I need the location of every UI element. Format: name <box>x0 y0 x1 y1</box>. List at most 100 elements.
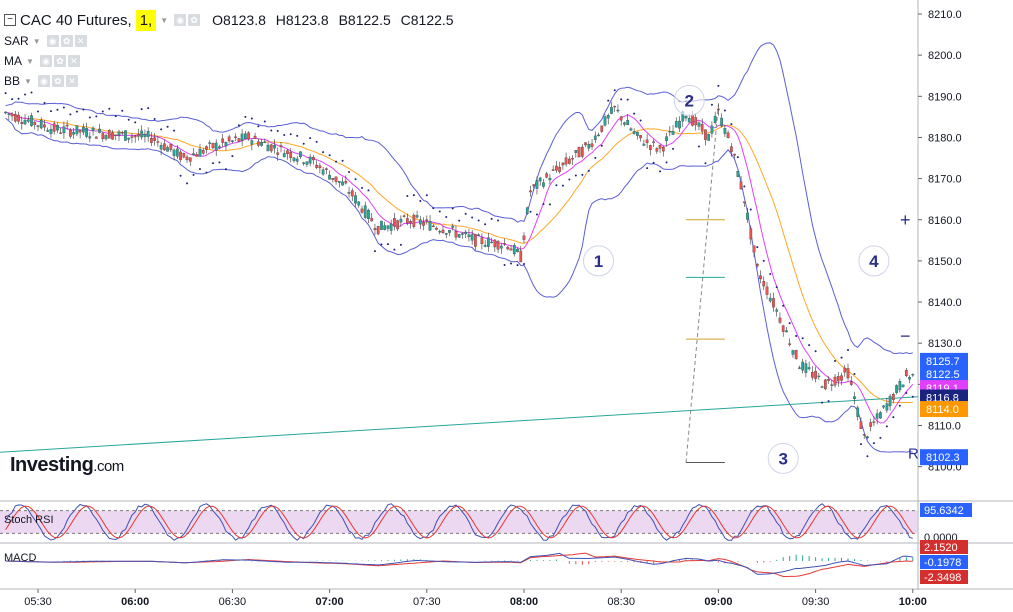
chevron-down-icon[interactable]: ▼ <box>32 36 41 46</box>
y-tick-label: 8200.0 <box>928 50 962 62</box>
symbol-name[interactable]: CAC 40 Futures, <box>20 11 132 29</box>
sar-dot <box>367 189 370 192</box>
gear-icon[interactable]: ✿ <box>53 55 66 67</box>
candle-body <box>59 132 63 134</box>
close-icon[interactable]: ✕ <box>67 55 80 67</box>
eye-icon[interactable]: ◉ <box>37 75 50 87</box>
candle-body <box>292 157 296 161</box>
candle-body <box>360 208 364 213</box>
candle-body <box>101 133 105 140</box>
sar-dot <box>237 124 240 127</box>
candle-body <box>807 367 811 370</box>
sar-dot <box>425 194 428 197</box>
candle-body <box>172 149 176 156</box>
candle-body <box>435 227 438 230</box>
sar-dot <box>788 322 791 325</box>
sar-dot <box>497 219 500 222</box>
candle-body <box>182 153 186 158</box>
candle-body <box>778 317 782 323</box>
zoom-in-button[interactable]: + <box>900 210 911 230</box>
sar-dot <box>328 154 331 157</box>
chevron-down-icon[interactable]: ▼ <box>24 76 32 86</box>
y-tick-label: 8170.0 <box>928 174 962 186</box>
candle-body <box>561 162 565 166</box>
x-tick-label: 08:30 <box>607 596 635 608</box>
sar-dot <box>795 334 798 337</box>
chevron-down-icon[interactable]: ▼ <box>160 15 169 25</box>
candle-body <box>150 138 153 143</box>
chevron-down-icon[interactable]: ▼ <box>26 56 34 66</box>
indicator-bb[interactable]: BB ▼ ◉ ✿ ✕ <box>4 74 80 88</box>
candle-body <box>587 144 591 149</box>
candle-body <box>564 157 568 165</box>
candle-body <box>655 148 659 152</box>
gear-icon[interactable]: ✿ <box>188 14 201 26</box>
sar-dot <box>134 121 137 124</box>
candle-body <box>801 361 804 371</box>
candle-body <box>422 222 425 226</box>
macd-value-bg <box>920 540 968 554</box>
candle-body <box>755 263 759 267</box>
candle-body <box>91 127 95 131</box>
close-icon[interactable]: ✕ <box>65 75 78 87</box>
candle-body <box>717 108 720 111</box>
candle-body <box>114 134 118 136</box>
sar-dot <box>548 203 551 206</box>
sar-dot <box>529 210 532 213</box>
candle-body <box>383 225 387 230</box>
indicator-ma[interactable]: MA ▼ ◉ ✿ ✕ <box>4 54 82 68</box>
candle-body <box>856 407 860 417</box>
sar-dot <box>743 185 746 188</box>
candle-body <box>632 131 636 134</box>
close-icon[interactable]: ✕ <box>74 35 87 47</box>
moving-average-fast <box>5 111 914 424</box>
sar-dot <box>276 130 279 133</box>
sar-dot <box>555 184 558 187</box>
zoom-out-button[interactable]: − <box>900 326 911 346</box>
sar-dot <box>11 98 14 101</box>
candle-body <box>872 421 876 423</box>
candle-body <box>461 233 464 235</box>
resolution-badge[interactable]: 1, <box>135 9 157 31</box>
candle-body <box>36 125 40 127</box>
sar-dot <box>905 391 908 394</box>
sar-dot <box>633 112 636 115</box>
sar-dot <box>289 133 292 136</box>
sar-dot <box>166 125 169 128</box>
indicator-label: BB <box>4 74 21 88</box>
sar-dot <box>659 170 662 173</box>
candle-body <box>642 143 646 146</box>
candle-body <box>82 126 85 133</box>
candle-body <box>700 124 704 132</box>
eye-icon[interactable]: ◉ <box>174 14 187 26</box>
sar-dot <box>697 145 700 148</box>
candle-body <box>904 370 908 377</box>
candle-body <box>156 141 160 143</box>
sar-dot <box>847 349 849 352</box>
y-tick-label: 8160.0 <box>928 215 962 227</box>
eye-icon[interactable]: ◉ <box>39 55 52 67</box>
indicator-sar[interactable]: SAR ▼ ◉ ✿ ✕ <box>4 34 89 48</box>
candle-body <box>393 218 396 227</box>
candle-body <box>911 373 915 376</box>
sar-dot <box>160 128 163 131</box>
x-tick-label: 05:30 <box>24 596 52 608</box>
eye-icon[interactable]: ◉ <box>46 35 59 47</box>
candle-body <box>208 142 212 144</box>
candle-body <box>730 146 733 152</box>
candle-body <box>88 136 92 139</box>
sar-dot <box>814 350 817 353</box>
sar-dot <box>406 194 409 197</box>
candle-body <box>590 143 594 147</box>
sar-dot <box>218 161 221 164</box>
candle-body <box>412 214 416 227</box>
sar-dot <box>283 134 286 137</box>
collapse-icon[interactable]: − <box>4 14 16 26</box>
gear-icon[interactable]: ✿ <box>51 75 64 87</box>
gear-icon[interactable]: ✿ <box>60 35 73 47</box>
candle-body <box>244 133 247 140</box>
candle-body <box>859 421 863 429</box>
sar-dot <box>510 262 513 265</box>
candle-body <box>707 134 711 141</box>
